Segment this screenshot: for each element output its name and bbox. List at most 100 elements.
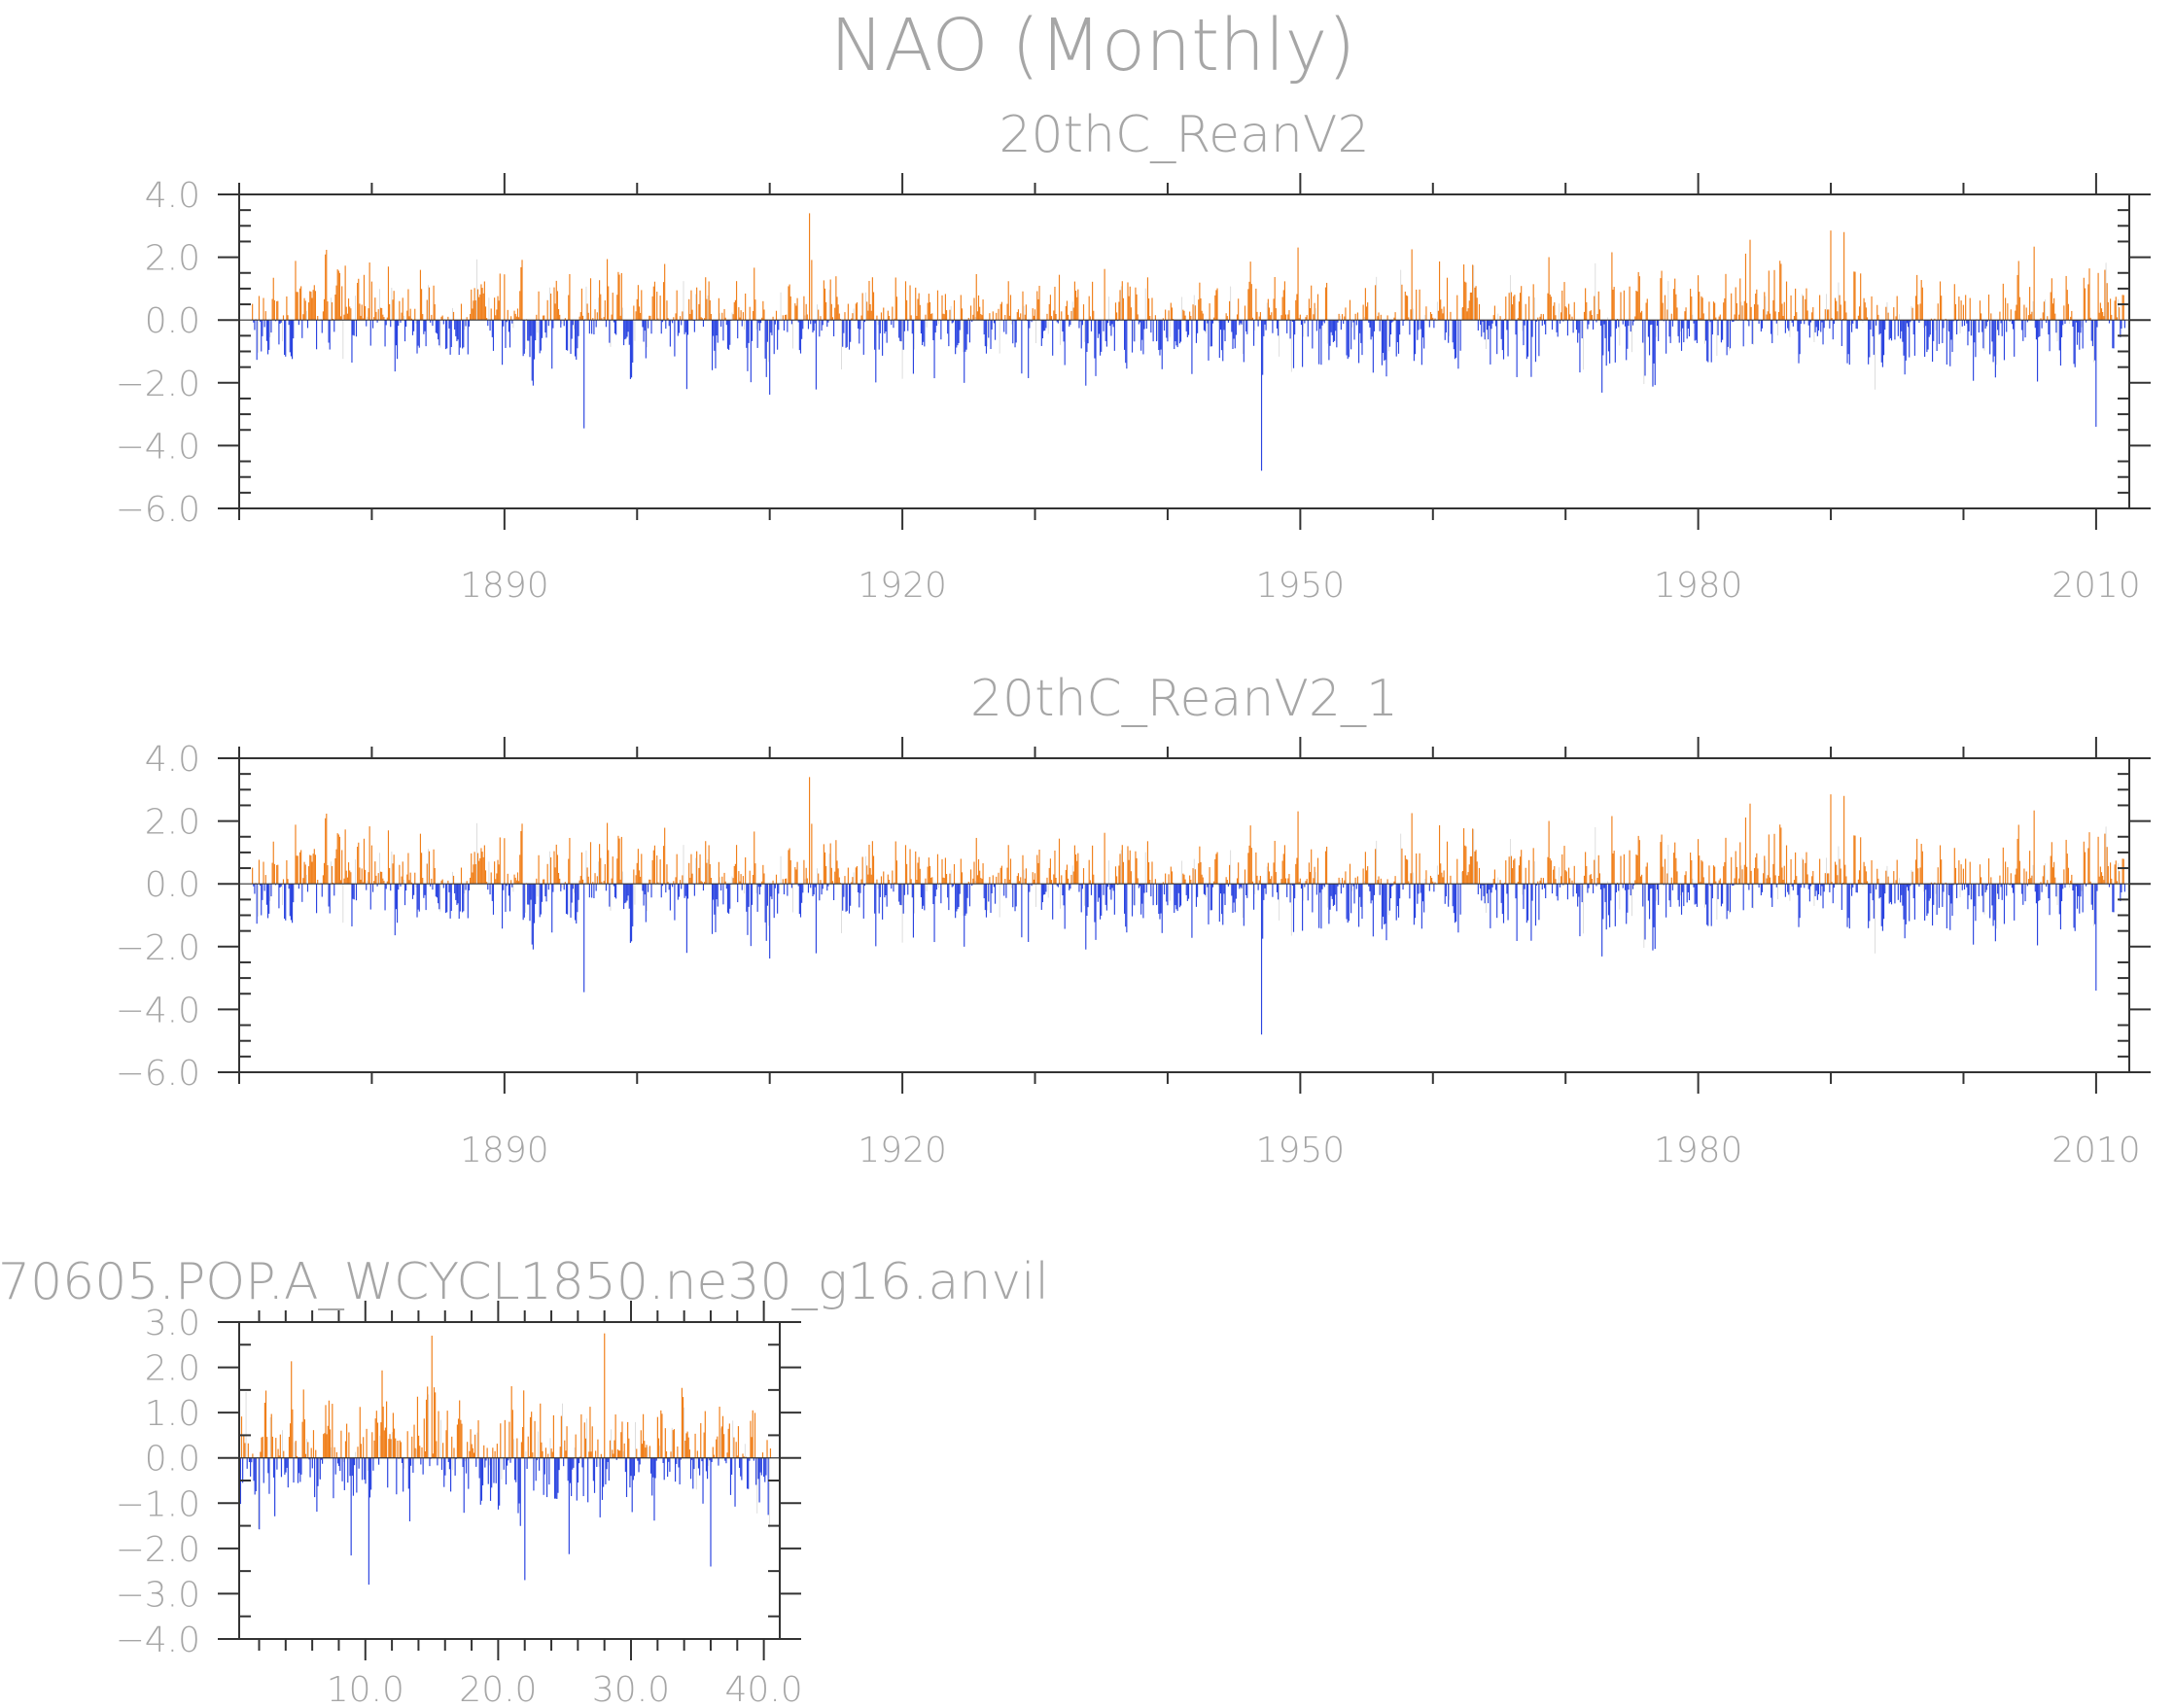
bar bbox=[1677, 884, 1679, 900]
bar bbox=[921, 884, 924, 910]
bar bbox=[650, 884, 652, 898]
bar bbox=[1585, 852, 1587, 885]
bar bbox=[327, 865, 329, 885]
bar bbox=[1155, 320, 1158, 342]
bar bbox=[1773, 833, 1775, 885]
bar bbox=[245, 1391, 247, 1458]
bar bbox=[1475, 286, 1477, 321]
bar bbox=[615, 1457, 617, 1460]
bar bbox=[405, 884, 407, 891]
bar bbox=[2090, 320, 2092, 341]
bar bbox=[266, 884, 269, 919]
bar bbox=[287, 315, 289, 321]
bar bbox=[2041, 320, 2043, 329]
bar bbox=[696, 1450, 698, 1458]
bar bbox=[1755, 857, 1757, 885]
bar bbox=[610, 320, 612, 347]
bar bbox=[1290, 320, 1292, 372]
bar bbox=[1651, 884, 1653, 889]
bar bbox=[464, 884, 466, 894]
bar bbox=[589, 278, 592, 321]
bar bbox=[557, 1457, 559, 1493]
bar bbox=[1482, 320, 1484, 322]
bar bbox=[1634, 880, 1636, 885]
bar bbox=[1080, 320, 1082, 349]
bar bbox=[403, 879, 404, 885]
bar bbox=[1289, 884, 1291, 903]
bar bbox=[843, 884, 845, 897]
bar bbox=[1538, 320, 1540, 357]
bar bbox=[1812, 307, 1814, 321]
bar bbox=[1258, 316, 1260, 321]
bar bbox=[1158, 320, 1160, 351]
bar bbox=[450, 884, 452, 911]
bar bbox=[568, 295, 570, 321]
bar bbox=[982, 863, 984, 885]
bar bbox=[1598, 309, 1600, 321]
figure-title: NAO (Monthly) bbox=[830, 4, 1355, 87]
bar bbox=[1583, 884, 1584, 934]
bar bbox=[1448, 884, 1450, 907]
bar bbox=[1266, 302, 1268, 321]
bar bbox=[687, 1437, 689, 1458]
bar bbox=[848, 320, 851, 350]
bar bbox=[338, 836, 341, 885]
bar bbox=[1463, 264, 1465, 321]
bar bbox=[1143, 320, 1145, 330]
bar bbox=[306, 884, 309, 892]
bar bbox=[434, 303, 436, 321]
bar bbox=[264, 1390, 267, 1458]
bar bbox=[309, 854, 311, 885]
bar bbox=[1983, 320, 1985, 351]
bar bbox=[788, 286, 789, 321]
bar bbox=[1750, 870, 1752, 885]
bar bbox=[642, 320, 644, 328]
bar bbox=[1217, 884, 1219, 887]
bar bbox=[818, 873, 820, 885]
bar bbox=[1650, 884, 1652, 889]
bar bbox=[476, 289, 479, 321]
bar bbox=[379, 307, 382, 321]
bar bbox=[1764, 292, 1766, 321]
bar bbox=[527, 1436, 529, 1458]
bar bbox=[571, 320, 573, 339]
bar bbox=[1858, 306, 1861, 321]
bar bbox=[1656, 320, 1659, 327]
bar bbox=[575, 884, 577, 921]
bar bbox=[1231, 884, 1233, 896]
bar bbox=[368, 262, 370, 321]
bar bbox=[530, 884, 532, 900]
bar bbox=[331, 1447, 333, 1458]
bar bbox=[855, 303, 857, 321]
bar bbox=[343, 1457, 345, 1490]
bar bbox=[852, 313, 854, 321]
bar bbox=[1692, 878, 1694, 885]
bar bbox=[759, 884, 762, 888]
bar bbox=[1831, 882, 1833, 885]
bar bbox=[1263, 320, 1265, 336]
bar bbox=[2088, 268, 2090, 321]
bar bbox=[1557, 884, 1559, 901]
bar bbox=[288, 320, 290, 326]
bar bbox=[541, 320, 544, 338]
bar bbox=[598, 861, 599, 885]
bar bbox=[514, 313, 516, 321]
bar bbox=[863, 320, 865, 323]
bar bbox=[1024, 878, 1026, 885]
bar bbox=[1000, 865, 1002, 885]
bar bbox=[1185, 320, 1187, 331]
bar bbox=[401, 312, 403, 321]
bar bbox=[1037, 298, 1039, 321]
bar bbox=[2084, 288, 2086, 321]
bar bbox=[1069, 884, 1071, 889]
bar bbox=[1595, 884, 1597, 887]
bar bbox=[770, 320, 772, 333]
bar bbox=[1181, 860, 1183, 885]
bar bbox=[265, 320, 267, 341]
bar bbox=[1911, 305, 1912, 321]
x-tick-label: 30.0 bbox=[592, 1670, 670, 1708]
bar bbox=[927, 866, 929, 885]
bar bbox=[681, 884, 683, 889]
bar bbox=[497, 1457, 500, 1510]
bar bbox=[1159, 884, 1161, 920]
